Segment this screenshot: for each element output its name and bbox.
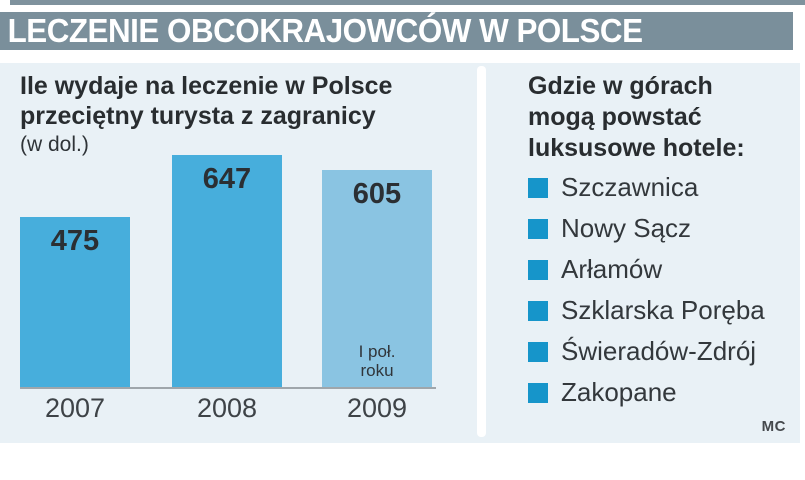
square-bullet-icon <box>528 300 548 321</box>
axis-label-2007: 2007 <box>44 393 106 423</box>
bar-2008: 647 <box>172 155 282 387</box>
list-item-label: Zakopane <box>561 377 677 407</box>
axis-label-2008: 2008 <box>196 393 258 423</box>
header-bar: LECZENIE OBCOKRAJOWCÓW W POLSCE <box>0 12 793 50</box>
hotel-list: Szczawnica Nowy Sącz Arłamów Szklarska Porę… <box>528 167 765 413</box>
chart-title-line: przeciętny turysta z zagranicy <box>20 102 376 130</box>
list-item: Zakopane <box>528 372 765 413</box>
square-bullet-icon <box>528 218 548 239</box>
chart-title-line: Ile wydaje na leczenie w Polsce <box>20 72 393 100</box>
list-title-line: Gdzie w górach <box>528 72 713 100</box>
square-bullet-icon <box>528 341 548 362</box>
square-bullet-icon <box>528 382 548 403</box>
credit: MC <box>761 418 786 435</box>
axis-label-2009: 2009 <box>346 393 408 423</box>
square-bullet-icon <box>528 177 548 198</box>
list-item: Szklarska Poręba <box>528 290 765 331</box>
list-item: Arłamów <box>528 249 765 290</box>
list-item: Szczawnica <box>528 167 765 208</box>
list-item-label: Świeradów-Zdrój <box>561 336 757 366</box>
list-item: Świeradów-Zdrój <box>528 331 765 372</box>
bar-value-label: 647 <box>202 163 252 195</box>
list-item-label: Nowy Sącz <box>561 213 692 243</box>
bar-2007: 475 <box>20 217 130 387</box>
top-strip <box>10 0 805 5</box>
list-item-label: Szklarska Poręba <box>561 295 765 325</box>
bar-value-label: 475 <box>50 225 100 257</box>
square-bullet-icon <box>528 259 548 280</box>
panel-divider <box>477 66 486 437</box>
list-title: Gdzie w górach mogą powstać luksusowe ho… <box>528 71 745 164</box>
bar-note: I poł. roku <box>358 342 396 380</box>
list-item-label: Arłamów <box>561 254 663 284</box>
bar-2009: 605 I poł. roku <box>322 170 432 387</box>
list-item: Nowy Sącz <box>528 208 765 249</box>
bar-value-label: 605 <box>352 178 402 210</box>
page-title: LECZENIE OBCOKRAJOWCÓW W POLSCE <box>7 12 643 49</box>
content-panel: Ile wydaje na leczenie w Polsce przecięt… <box>0 63 800 443</box>
list-title-line: luksusowe hotele: <box>528 134 745 162</box>
chart-baseline <box>20 387 436 389</box>
chart-title: Ile wydaje na leczenie w Polsce przecięt… <box>20 71 392 158</box>
chart-unit-label: (w dol.) <box>20 133 89 156</box>
list-item-label: Szczawnica <box>561 172 699 202</box>
list-title-line: mogą powstać <box>528 103 702 131</box>
bar-chart: 475 2007 647 2008 605 I poł. roku 2009 <box>0 63 477 443</box>
